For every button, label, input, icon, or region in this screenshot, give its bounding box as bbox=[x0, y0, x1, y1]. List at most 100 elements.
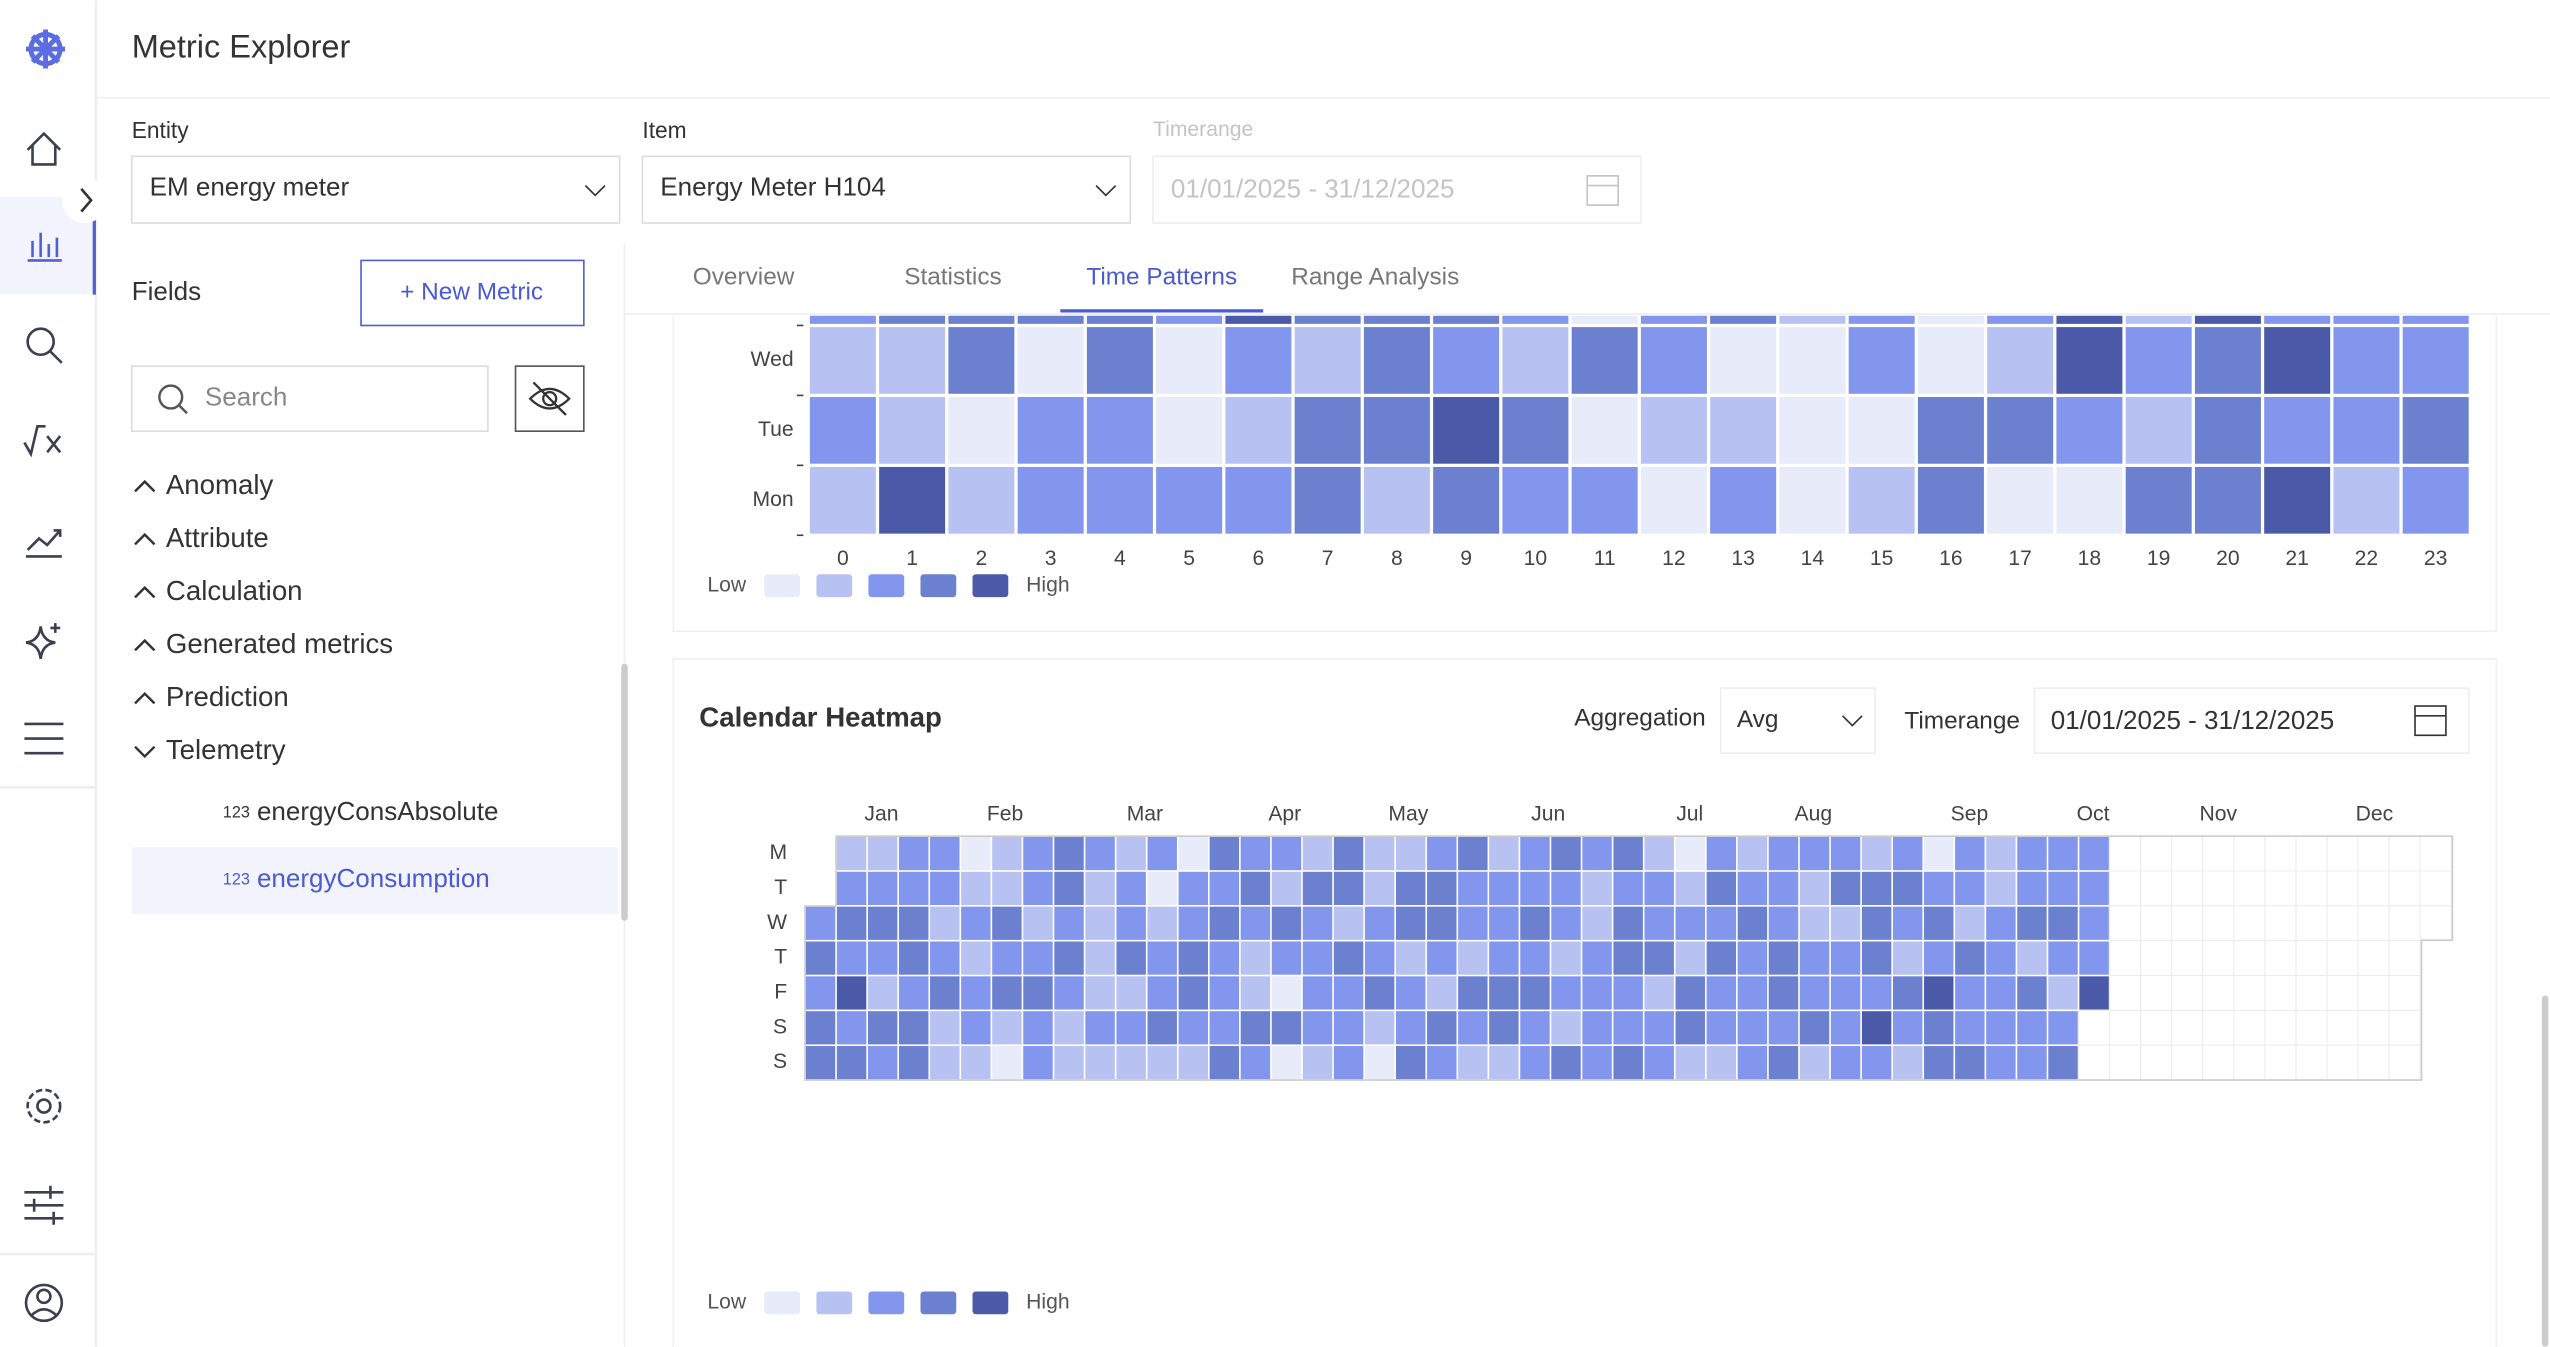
day-cell bbox=[1023, 1046, 1053, 1080]
month-label: Oct bbox=[2077, 803, 2110, 826]
day-cell bbox=[1116, 1046, 1146, 1080]
scrollbar[interactable] bbox=[621, 663, 628, 921]
day-cell bbox=[1147, 1046, 1177, 1080]
group-label[interactable]: Attribute bbox=[166, 522, 269, 553]
group-label[interactable]: Prediction bbox=[166, 681, 289, 712]
empty-day bbox=[2171, 975, 2204, 1011]
day-cell bbox=[1644, 1046, 1674, 1080]
day-cell bbox=[1830, 1011, 1861, 1045]
empty-day bbox=[2233, 870, 2266, 907]
day-cell bbox=[805, 1011, 836, 1045]
day-cell bbox=[2017, 1046, 2047, 1080]
chart-icon[interactable] bbox=[27, 232, 62, 262]
heat-cell bbox=[1225, 327, 1292, 394]
item-label[interactable]: energyConsumption bbox=[257, 863, 490, 893]
day-cell bbox=[1706, 941, 1737, 975]
day-cell bbox=[1054, 836, 1084, 871]
selected-row bbox=[131, 847, 618, 915]
group-label[interactable]: Generated metrics bbox=[166, 628, 393, 659]
day-cell bbox=[1520, 836, 1550, 871]
legend-swatch bbox=[868, 1291, 905, 1315]
heat-cell bbox=[1156, 315, 1223, 324]
day-cell bbox=[1054, 871, 1084, 906]
timerange-value: 01/01/2025 - 31/12/2025 bbox=[1171, 173, 1455, 203]
heat-cell bbox=[1017, 315, 1084, 324]
day-cell bbox=[1302, 941, 1333, 975]
ai-icon[interactable] bbox=[25, 623, 61, 660]
heat-cell bbox=[1156, 327, 1223, 394]
day-cell bbox=[1240, 1011, 1271, 1045]
heat-cell bbox=[2056, 397, 2123, 464]
day-cell bbox=[867, 836, 898, 871]
group-label[interactable]: Telemetry bbox=[166, 734, 286, 765]
trend-icon[interactable] bbox=[26, 529, 62, 558]
tab[interactable]: Range Analysis bbox=[1291, 264, 1459, 291]
group-label[interactable]: Anomaly bbox=[166, 469, 274, 500]
heat-cell bbox=[1987, 397, 2054, 464]
day-cell bbox=[1458, 906, 1488, 940]
day-cell bbox=[1178, 871, 1208, 906]
chevron bbox=[584, 185, 606, 197]
heat-cell bbox=[2056, 327, 2123, 394]
day-cell bbox=[1427, 976, 1457, 1010]
day-cell bbox=[1768, 906, 1799, 940]
explore-icon[interactable] bbox=[26, 327, 63, 364]
heat-cell bbox=[1779, 315, 1846, 324]
chevron bbox=[1095, 185, 1117, 197]
tab[interactable]: Time Patterns bbox=[1086, 264, 1237, 291]
group-label[interactable]: Calculation bbox=[166, 575, 303, 606]
day-cell bbox=[1333, 871, 1364, 906]
day-cell bbox=[961, 871, 991, 906]
item-label[interactable]: energyConsAbsolute bbox=[257, 796, 499, 826]
tab[interactable]: Statistics bbox=[904, 264, 1002, 291]
day-cell bbox=[1520, 941, 1550, 975]
day-cell bbox=[1892, 1011, 1923, 1045]
filters-icon[interactable] bbox=[24, 1185, 64, 1225]
search-input[interactable] bbox=[130, 365, 489, 432]
tab[interactable]: Overview bbox=[693, 264, 795, 291]
empty-day bbox=[2295, 905, 2328, 942]
new-metric-button[interactable] bbox=[360, 259, 585, 327]
entity-select[interactable] bbox=[130, 155, 621, 224]
day-cell bbox=[1675, 1046, 1705, 1080]
aggregation-select[interactable] bbox=[1719, 687, 1876, 755]
calendar-timerange-label: Timerange bbox=[1904, 708, 2020, 735]
day-cell bbox=[1333, 1046, 1364, 1080]
formula-icon[interactable] bbox=[23, 425, 62, 458]
empty-day bbox=[2109, 905, 2142, 942]
day-cell bbox=[1395, 941, 1426, 975]
day-cell bbox=[1861, 1011, 1892, 1045]
collapse-button[interactable] bbox=[61, 177, 108, 224]
calendar-timerange-input[interactable] bbox=[2033, 687, 2470, 755]
day-cell bbox=[1364, 976, 1395, 1010]
profile-icon[interactable] bbox=[24, 1283, 64, 1323]
day-cell bbox=[1240, 941, 1271, 975]
hour-label: 19 bbox=[2147, 547, 2171, 570]
legend-swatch bbox=[816, 574, 853, 598]
home-icon[interactable] bbox=[26, 131, 62, 166]
day-cell bbox=[1861, 906, 1892, 940]
day-cell bbox=[1861, 871, 1892, 906]
heat-cell bbox=[2194, 315, 2261, 324]
legend-swatch bbox=[868, 574, 905, 598]
menu-icon[interactable] bbox=[24, 722, 64, 755]
page-scrollbar[interactable] bbox=[2541, 995, 2549, 1347]
group-chevron bbox=[134, 745, 156, 759]
day-cell bbox=[1147, 976, 1177, 1010]
day-cell bbox=[2048, 1011, 2078, 1045]
heat-cell bbox=[1571, 315, 1638, 324]
day-cell bbox=[1395, 871, 1426, 906]
weekday-label: M bbox=[770, 841, 788, 864]
item-select[interactable] bbox=[641, 155, 1132, 224]
day-cell bbox=[1054, 941, 1084, 975]
empty-day bbox=[2326, 1009, 2359, 1046]
day-cell bbox=[867, 906, 898, 940]
heat-cell bbox=[1294, 397, 1361, 464]
day-cell bbox=[2048, 906, 2078, 940]
heat-cell bbox=[809, 466, 876, 534]
settings-icon[interactable] bbox=[26, 1088, 62, 1124]
day-cell bbox=[1924, 1011, 1954, 1045]
day-cell bbox=[1333, 941, 1364, 975]
